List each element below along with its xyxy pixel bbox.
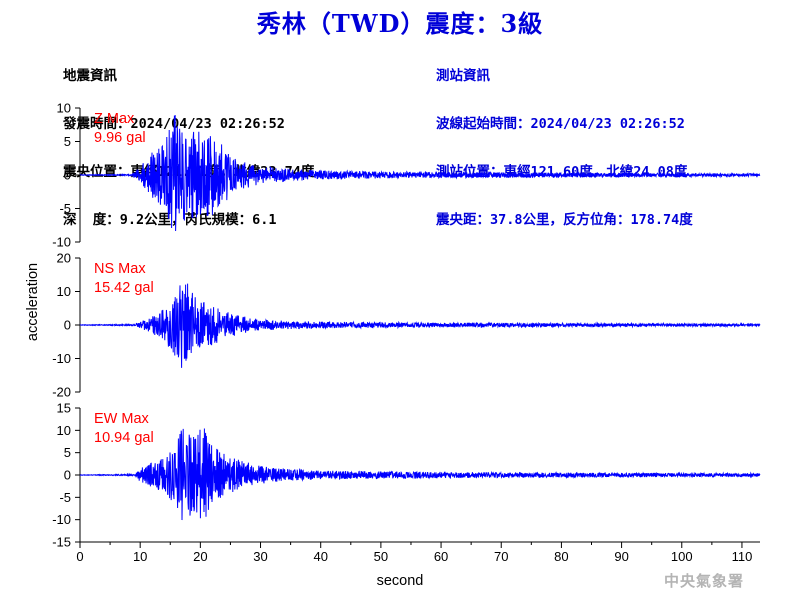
y-tick-label-ew: 15 bbox=[57, 401, 71, 416]
waveform-ew bbox=[79, 428, 761, 521]
max-label-ns: NS Max bbox=[94, 261, 146, 277]
y-tick-label-z: -5 bbox=[59, 201, 71, 216]
max-label-ew: EW Max bbox=[94, 411, 150, 427]
epicentral-distance: 震央距：37.8公里，反方位角：178.74度 bbox=[436, 212, 693, 228]
x-tick-label: 20 bbox=[193, 549, 207, 564]
x-tick-label: 100 bbox=[671, 549, 693, 564]
x-tick-label: 80 bbox=[554, 549, 568, 564]
x-tick-label: 40 bbox=[313, 549, 327, 564]
max-value-ns: 15.42 gal bbox=[94, 280, 154, 296]
x-tick-label: 110 bbox=[732, 549, 753, 564]
y-tick-label-ew: -5 bbox=[59, 490, 71, 505]
wave-start-time: 波線起始時間：2024/04/23 02:26:52 bbox=[436, 116, 685, 132]
y-tick-label-ew: -10 bbox=[52, 512, 71, 527]
y-tick-label-ns: -20 bbox=[52, 385, 71, 400]
x-tick-label: 70 bbox=[494, 549, 508, 564]
station-info: 測站資訊 波線起始時間：2024/04/23 02:26:52 測站位置：東經1… bbox=[436, 36, 693, 244]
waveform-ns bbox=[79, 283, 761, 368]
y-tick-label-ns: 20 bbox=[57, 251, 71, 266]
y-axis-label: acceleration bbox=[25, 263, 41, 341]
x-tick-label: 60 bbox=[434, 549, 448, 564]
x-tick-label: 30 bbox=[253, 549, 267, 564]
station-info-heading: 測站資訊 bbox=[436, 68, 490, 84]
earthquake-info-heading: 地震資訊 bbox=[63, 68, 117, 84]
y-tick-label-ns: 10 bbox=[57, 284, 71, 299]
x-tick-label: 90 bbox=[614, 549, 628, 564]
max-value-z: 9.96 gal bbox=[94, 130, 146, 146]
x-tick-label: 0 bbox=[76, 549, 83, 564]
page-title: 秀林（TWD）震度：3級 bbox=[256, 9, 544, 38]
x-axis-label: second bbox=[377, 573, 424, 589]
y-tick-label-z: 0 bbox=[64, 168, 71, 183]
x-tick-label: 10 bbox=[133, 549, 147, 564]
waveform-z bbox=[79, 115, 761, 231]
y-tick-label-ew: 10 bbox=[57, 423, 71, 438]
max-label-z: Z Max bbox=[94, 111, 135, 127]
max-value-ew: 10.94 gal bbox=[94, 430, 154, 446]
y-tick-label-ns: -10 bbox=[52, 351, 71, 366]
y-tick-label-ns: 0 bbox=[64, 318, 71, 333]
y-tick-label-z: 5 bbox=[64, 134, 71, 149]
y-tick-label-z: 10 bbox=[57, 101, 71, 116]
y-tick-label-ew: 5 bbox=[64, 445, 71, 460]
agency-mark: 中央氣象署 bbox=[663, 572, 744, 590]
x-tick-label: 50 bbox=[374, 549, 388, 564]
y-tick-label-ew: 0 bbox=[64, 468, 71, 483]
y-tick-label-ew: -15 bbox=[52, 535, 71, 550]
y-tick-label-z: -10 bbox=[52, 235, 71, 250]
